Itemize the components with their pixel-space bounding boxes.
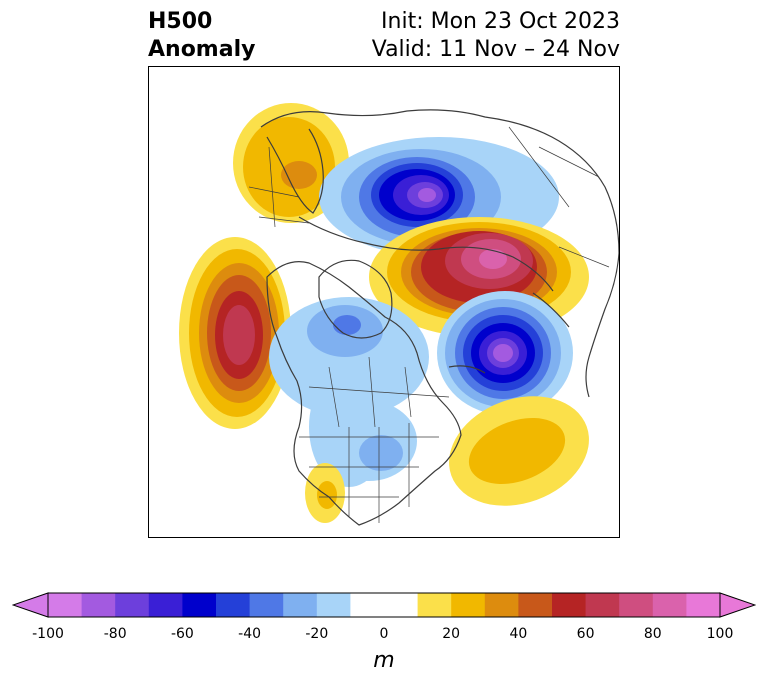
colorbar-segment (484, 593, 519, 617)
colorbar-segment (48, 593, 83, 617)
anomaly-eastern-us-low (321, 401, 417, 481)
colorbar (12, 592, 756, 618)
colorbar-segment (283, 593, 318, 617)
anomaly-north-atlantic-high (179, 237, 291, 429)
colorbar-tick-label: -80 (103, 626, 127, 642)
colorbar-segment (216, 593, 251, 617)
colorbar-tick-label: -60 (170, 626, 194, 642)
init-date: Init: Mon 23 Oct 2023 (381, 9, 620, 34)
colorbar-segment (518, 593, 553, 617)
colorbar-border (47, 592, 721, 618)
anomaly-central-pacific-high (449, 396, 589, 506)
valid-range: Valid: 11 Nov – 24 Nov (371, 37, 620, 62)
colorbar-tick-label: -20 (305, 626, 329, 642)
colorbar-segment (148, 593, 183, 617)
coastlines (248, 109, 619, 526)
colorbar-tick-label: 100 (706, 626, 734, 642)
title-line-1: H500 (148, 9, 213, 34)
anomaly-map (148, 66, 620, 538)
colorbar-over-arrow (719, 592, 756, 618)
colorbar-segment (316, 593, 351, 617)
colorbar-segment (686, 593, 721, 617)
colorbar-tick-label: -100 (32, 626, 64, 642)
colorbar-segment (115, 593, 150, 617)
colorbar-segment (350, 593, 419, 617)
colorbar-tick-label: 60 (576, 626, 595, 642)
map-canvas (149, 67, 619, 537)
colorbar-tick-label: 0 (379, 626, 389, 642)
anomaly-western-atlantic-high (305, 463, 345, 523)
title-line-2: Anomaly (148, 37, 256, 62)
anomaly-gulf-of-alaska-low (437, 291, 573, 415)
colorbar-segment (81, 593, 116, 617)
colorbar-tick-label: 20 (442, 626, 461, 642)
colorbar-tick-label: 80 (643, 626, 662, 642)
colorbar-under-arrow (12, 592, 49, 618)
colorbar-segment (182, 593, 217, 617)
colorbar-tick-label: 40 (509, 626, 528, 642)
colorbar-segment (417, 593, 452, 617)
colorbar-tick-label: -40 (238, 626, 262, 642)
colorbar-unit-label: m (373, 648, 395, 673)
title-right: Init: Mon 23 Oct 2023 Valid: 11 Nov – 24… (372, 8, 620, 64)
colorbar-segment (619, 593, 654, 617)
colorbar-segment (652, 593, 687, 617)
colorbar-segment (585, 593, 620, 617)
title-left: H500 Anomaly (148, 8, 255, 64)
colorbar-segment (552, 593, 587, 617)
colorbar-segment (249, 593, 284, 617)
colorbar-segment (451, 593, 486, 617)
